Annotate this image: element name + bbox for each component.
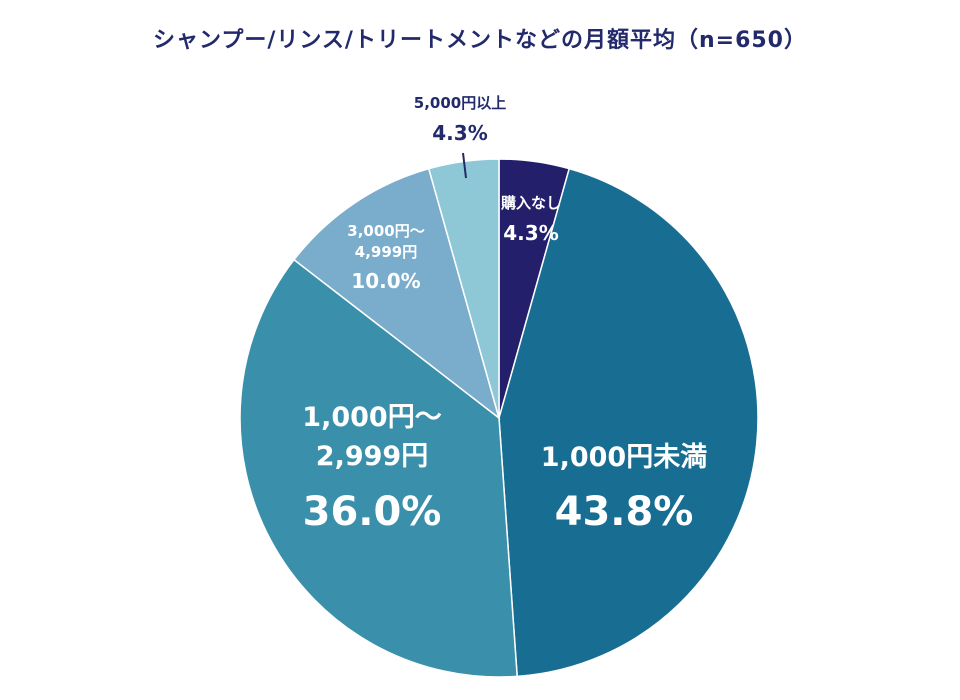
slice-label-under-1000: 1,000円未満 [541, 442, 707, 473]
slice-label-3000-4999: 3,000円～ [347, 222, 424, 240]
slice-label-none: 購入なし [500, 194, 561, 212]
slice-value-none: 4.3% [503, 221, 558, 245]
slice-value-under-1000: 43.8% [555, 489, 694, 535]
slice-value-1000-2999: 36.0% [303, 489, 442, 535]
pie-slice-1000-2999 [239, 258, 518, 678]
slice-label-1000-2999: 1,000円～ [302, 402, 441, 433]
slice-value-3000-4999: 10.0% [351, 269, 420, 293]
leader-line [462, 152, 467, 179]
pie-slice-3000-4999 [292, 167, 501, 420]
slice-value-over-5000: 4.3% [432, 121, 487, 145]
slice-label-1000-2999: 2,999円 [316, 441, 428, 472]
slice-label-over-5000: 5,000円以上 [414, 94, 506, 112]
slice-label-3000-4999: 4,999円 [355, 243, 417, 261]
chart-title: シャンプー/リンス/トリートメントなどの月額平均（n=650） [153, 28, 807, 53]
pie-slice-under-1000 [498, 167, 759, 678]
